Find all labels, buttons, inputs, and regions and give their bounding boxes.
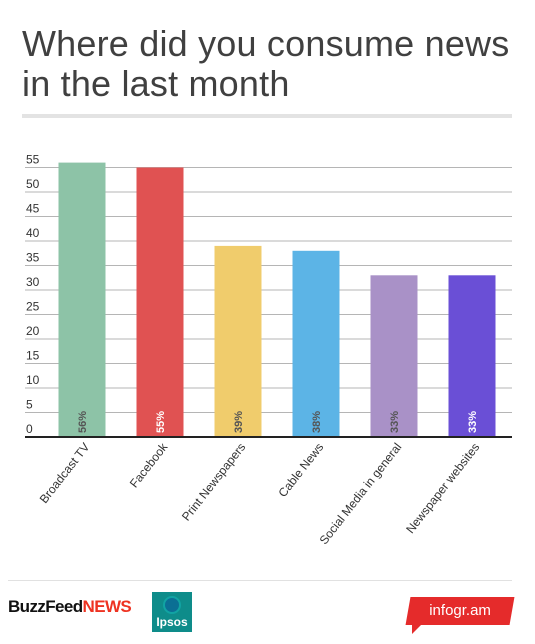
y-tick-label: 55 [26, 153, 40, 167]
infogram-label: infogr.am [429, 602, 491, 619]
y-tick-label: 30 [26, 275, 40, 289]
ipsos-ring-icon [163, 596, 181, 614]
y-tick-label: 10 [26, 373, 40, 387]
y-tick-label: 50 [26, 177, 40, 191]
x-category-label: Broadcast TV [37, 440, 93, 506]
buzzfeed-news-logo[interactable]: BuzzFeedNEWS [8, 597, 132, 617]
y-tick-label: 45 [26, 202, 40, 216]
y-tick-label: 35 [26, 251, 40, 265]
y-tick-label: 20 [26, 324, 40, 338]
title-divider [22, 114, 512, 118]
data-label: 33% [389, 411, 401, 433]
y-tick-label: 25 [26, 300, 40, 314]
bar [370, 275, 418, 437]
ipsos-logo[interactable]: Ipsos [152, 592, 192, 632]
bar-chart: 0 5 10 15 20 25 30 35 40 45 50 55 56% 55% 39% 38% 33% 33… [25, 153, 512, 547]
x-category-label: Newspaper websites [403, 440, 482, 536]
grid-lines [25, 167, 512, 413]
y-tick-label: 15 [26, 349, 40, 363]
chart-title: Where did you consume news in the last m… [22, 23, 510, 104]
bar [136, 167, 184, 437]
bar [292, 250, 340, 437]
bar [58, 162, 106, 437]
data-label: 38% [311, 411, 323, 433]
infogram-badge[interactable]: infogr.am [405, 597, 515, 625]
data-label: 56% [77, 411, 89, 433]
y-tick-label: 0 [26, 422, 33, 436]
bars [58, 162, 496, 437]
data-label: 39% [233, 411, 245, 433]
data-label: 55% [155, 411, 167, 433]
x-category-label: Facebook [127, 439, 171, 490]
data-label: 33% [467, 411, 479, 433]
data-labels: 56% 55% 39% 38% 33% 33% [77, 411, 479, 433]
ipsos-label: Ipsos [156, 615, 188, 629]
x-category-label: Social Media in general [317, 440, 405, 547]
bar [448, 275, 496, 437]
footer-divider [8, 580, 512, 581]
news-word: NEWS [82, 597, 132, 616]
x-category-label: Cable News [275, 440, 326, 500]
buzzfeed-word: BuzzFeed [8, 597, 83, 616]
y-axis-ticks: 0 5 10 15 20 25 30 35 40 45 50 55 [26, 153, 40, 437]
x-axis-categories: Broadcast TV Facebook Print Newspapers Cabl… [37, 439, 483, 547]
bar [214, 245, 262, 437]
y-tick-label: 40 [26, 226, 40, 240]
x-category-label: Print Newspapers [179, 440, 248, 523]
y-tick-label: 5 [26, 398, 33, 412]
infogram-badge-tail [412, 624, 422, 634]
